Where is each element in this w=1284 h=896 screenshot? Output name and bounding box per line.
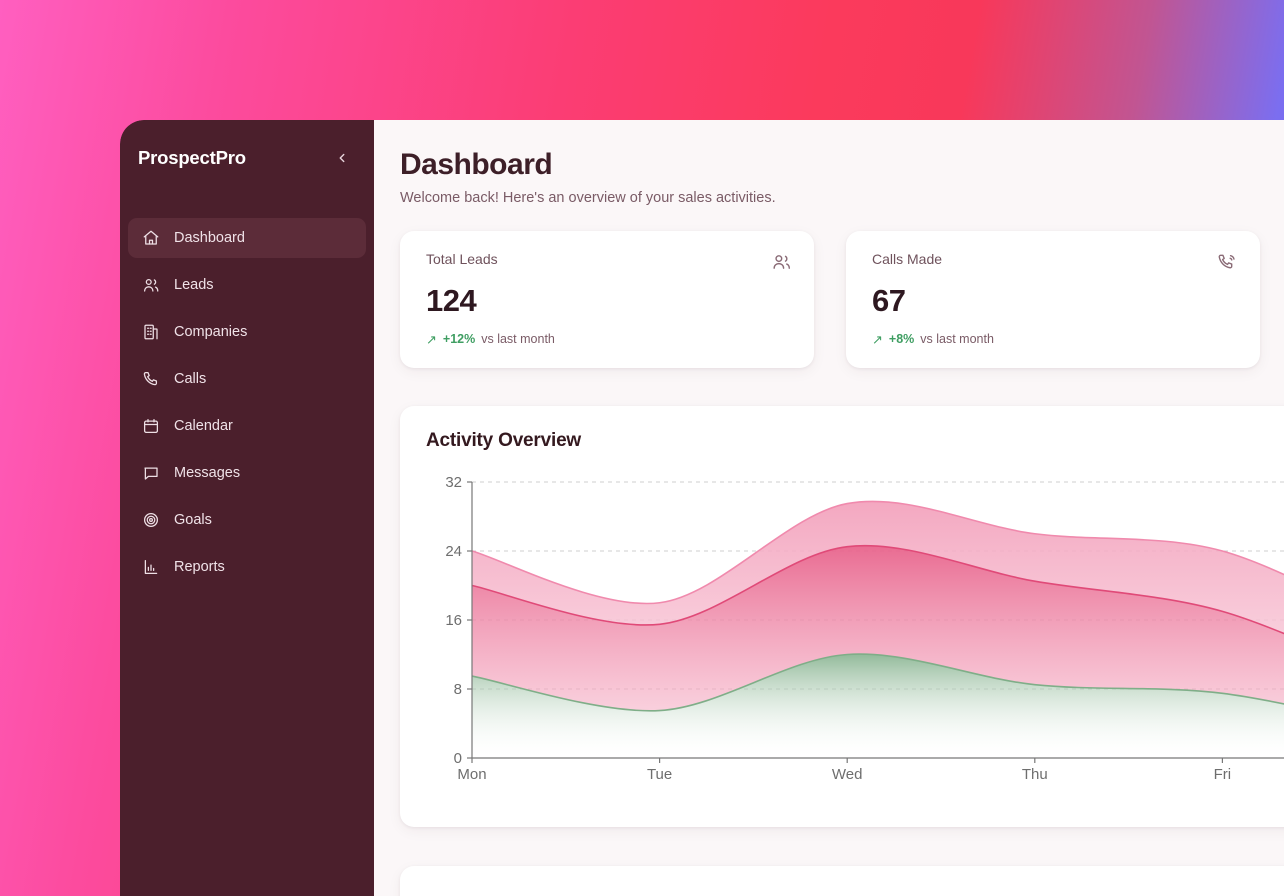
sidebar-item-label: Calendar	[174, 417, 233, 434]
trend-up-icon: ↗	[426, 331, 437, 347]
app-shell: ProspectPro Dashboard	[120, 120, 1284, 896]
sidebar-item-dashboard[interactable]: Dashboard	[128, 218, 366, 258]
activity-overview-card: Activity Overview 0 8 16 24 32 Mon Tue Wed Thu Fr…	[400, 406, 1284, 827]
sidebar-header: ProspectPro	[120, 120, 374, 196]
area-series-2	[472, 545, 1284, 711]
sidebar-item-label: Dashboard	[174, 229, 245, 246]
sidebar-nav: Dashboard Leads	[120, 218, 374, 587]
secondary-card	[400, 866, 1284, 896]
stat-card-header: Calls Made	[872, 251, 1238, 273]
line-series-3	[471, 500, 1284, 605]
sidebar-item-goals[interactable]: Goals	[128, 500, 366, 540]
sidebar-item-label: Messages	[174, 464, 241, 481]
line-series-1	[471, 653, 1284, 712]
chevron-left-icon[interactable]	[330, 146, 354, 170]
sidebar-item-reports[interactable]: Reports	[128, 547, 366, 587]
chart-title: Activity Overview	[426, 430, 582, 451]
bar-chart-icon	[142, 558, 160, 576]
stat-delta-text: vs last month	[481, 332, 555, 346]
y-tick-label: 0	[454, 750, 462, 767]
x-tick-label: Thu	[1022, 766, 1048, 783]
sidebar-item-label: Reports	[174, 558, 225, 575]
users-icon	[770, 251, 792, 273]
y-tick-label: 16	[445, 612, 462, 629]
phone-call-icon	[1216, 251, 1238, 273]
sidebar-item-label: Companies	[174, 323, 248, 340]
x-tick-label: Tue	[647, 766, 672, 783]
sidebar-item-calls[interactable]: Calls	[128, 359, 366, 399]
stat-delta-text: vs last month	[920, 332, 994, 346]
sidebar-item-label: Goals	[174, 511, 212, 528]
home-icon	[142, 229, 160, 247]
stat-delta: ↗ +12% vs last month	[426, 332, 792, 346]
stat-label: Calls Made	[872, 251, 943, 267]
stat-label: Total Leads	[426, 251, 498, 267]
main-content: Dashboard Welcome back! Here's an overvi…	[374, 120, 1284, 896]
stat-delta-pct: +8%	[888, 332, 915, 346]
x-tick-label: Wed	[832, 766, 863, 783]
chart-body: 0 8 16 24 32 Mon Tue Wed Thu Fri	[426, 474, 1284, 804]
target-icon	[142, 511, 160, 529]
sidebar-item-label: Leads	[174, 276, 214, 293]
area-series-3	[472, 501, 1284, 634]
area-series-1	[472, 654, 1284, 758]
sidebar-item-companies[interactable]: Companies	[128, 312, 366, 352]
stat-delta: ↗ +8% vs last month	[872, 332, 1238, 346]
x-tick-label: Fri	[1214, 766, 1232, 783]
sidebar-item-leads[interactable]: Leads	[128, 265, 366, 305]
stat-value: 67	[872, 283, 906, 318]
page-title: Dashboard	[400, 148, 553, 181]
sidebar-item-calendar[interactable]: Calendar	[128, 406, 366, 446]
stat-delta-pct: +12%	[442, 332, 476, 346]
calendar-icon	[142, 417, 160, 435]
trend-up-icon: ↗	[872, 331, 883, 347]
y-tick-label: 32	[445, 474, 462, 491]
y-tick-label: 24	[445, 543, 462, 560]
message-icon	[142, 464, 160, 482]
activity-overview-chart: 0 8 16 24 32 Mon Tue Wed Thu Fri	[445, 474, 1284, 783]
x-tick-label: Mon	[457, 766, 486, 783]
phone-icon	[142, 370, 160, 388]
sidebar-item-messages[interactable]: Messages	[128, 453, 366, 493]
stats-row: Total Leads 124 ↗ +12% vs last month	[400, 231, 1260, 368]
page-subtitle: Welcome back! Here's an overview of your…	[400, 190, 776, 206]
app-brand: ProspectPro	[138, 147, 246, 168]
users-icon	[142, 276, 160, 294]
stat-card-header: Total Leads	[426, 251, 792, 273]
y-tick-label: 8	[454, 681, 462, 698]
sidebar: ProspectPro Dashboard	[120, 120, 374, 896]
stat-value: 124	[426, 283, 477, 318]
building-icon	[142, 323, 160, 341]
stat-card-calls-made[interactable]: Calls Made 67 ↗ +8% vs last month	[846, 231, 1260, 368]
stat-card-total-leads[interactable]: Total Leads 124 ↗ +12% vs last month	[400, 231, 814, 368]
line-series-2	[471, 544, 1284, 635]
sidebar-item-label: Calls	[174, 370, 207, 387]
